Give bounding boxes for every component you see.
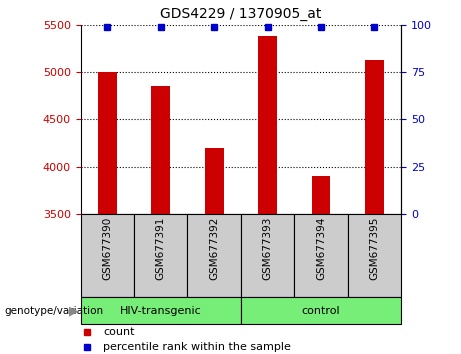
Bar	[81, 297, 241, 324]
Text: percentile rank within the sample: percentile rank within the sample	[103, 342, 291, 352]
Text: HIV-transgenic: HIV-transgenic	[120, 306, 201, 316]
Bar	[241, 297, 401, 324]
Bar	[188, 214, 241, 297]
Text: GSM677390: GSM677390	[102, 217, 112, 280]
Text: ▶: ▶	[69, 304, 78, 317]
Bar	[312, 176, 331, 214]
Bar	[348, 214, 401, 297]
Bar	[81, 214, 134, 297]
Text: genotype/variation: genotype/variation	[5, 306, 104, 316]
Text: control: control	[301, 306, 340, 316]
Text: GSM677394: GSM677394	[316, 217, 326, 280]
Bar	[365, 60, 384, 214]
Text: GSM677391: GSM677391	[156, 217, 166, 280]
Bar	[98, 72, 117, 214]
Title: GDS4229 / 1370905_at: GDS4229 / 1370905_at	[160, 7, 322, 21]
Bar	[294, 214, 348, 297]
Bar	[205, 148, 224, 214]
Bar	[134, 214, 188, 297]
Text: GSM677393: GSM677393	[263, 217, 272, 280]
Text: GSM677392: GSM677392	[209, 217, 219, 280]
Bar	[151, 86, 170, 214]
Bar	[258, 36, 277, 214]
Text: GSM677395: GSM677395	[369, 217, 379, 280]
Bar	[241, 214, 294, 297]
Text: count: count	[103, 327, 135, 337]
